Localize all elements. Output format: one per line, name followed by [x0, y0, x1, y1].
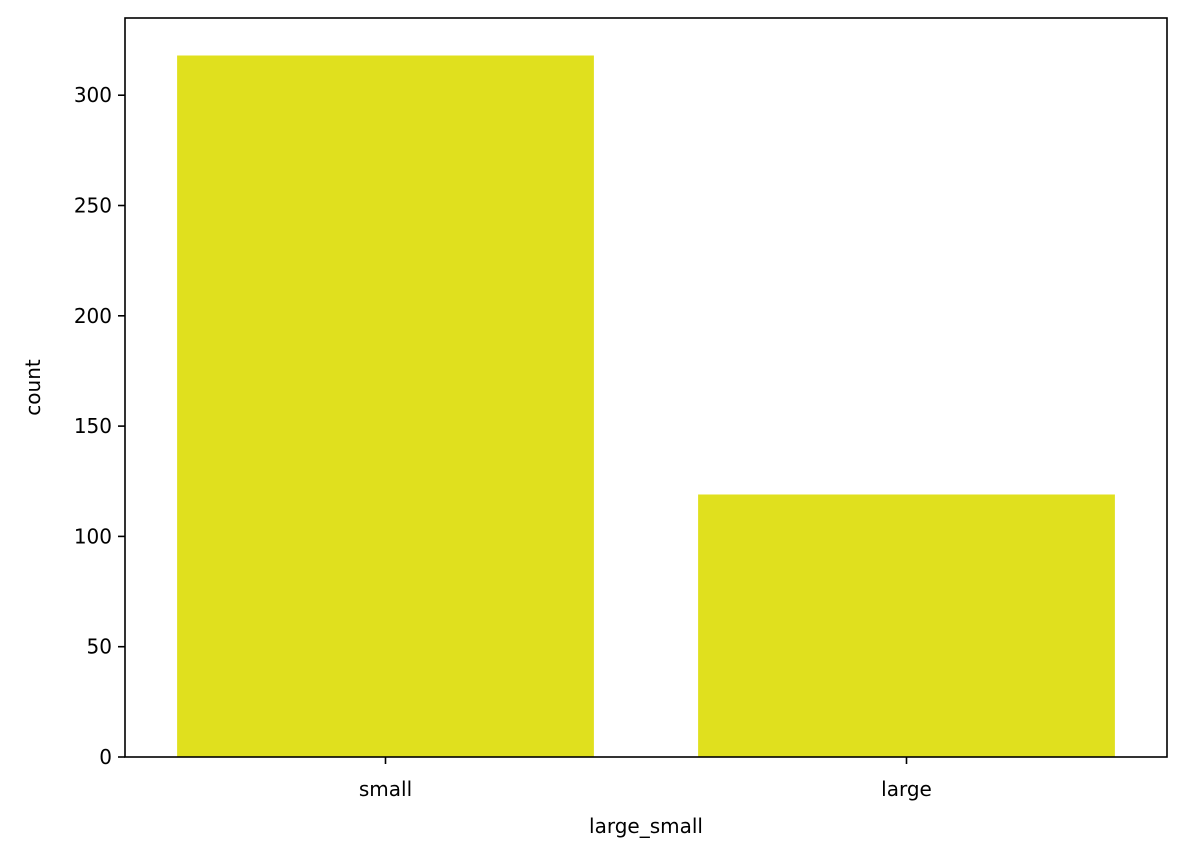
y-tick-label: 150	[74, 414, 112, 438]
y-tick-label: 50	[87, 635, 112, 659]
plot-frame	[124, 17, 1168, 758]
x-axis-label: large_small	[589, 814, 703, 838]
bar-large	[698, 494, 1115, 757]
x-tick-label: large	[881, 777, 932, 801]
y-tick-label: 250	[74, 194, 112, 218]
x-tick-label: small	[359, 777, 412, 801]
y-tick-label: 0	[99, 745, 112, 769]
y-axis-label: count	[21, 359, 45, 416]
bars-group	[177, 55, 1115, 758]
x-axis-ticks: small large	[359, 757, 932, 801]
y-axis-ticks: 0 50 100 150 200 250 300	[74, 83, 125, 769]
y-tick-label: 100	[74, 524, 112, 548]
bar-small	[177, 55, 594, 758]
y-tick-label: 200	[74, 304, 112, 328]
y-tick-label: 300	[74, 83, 112, 107]
